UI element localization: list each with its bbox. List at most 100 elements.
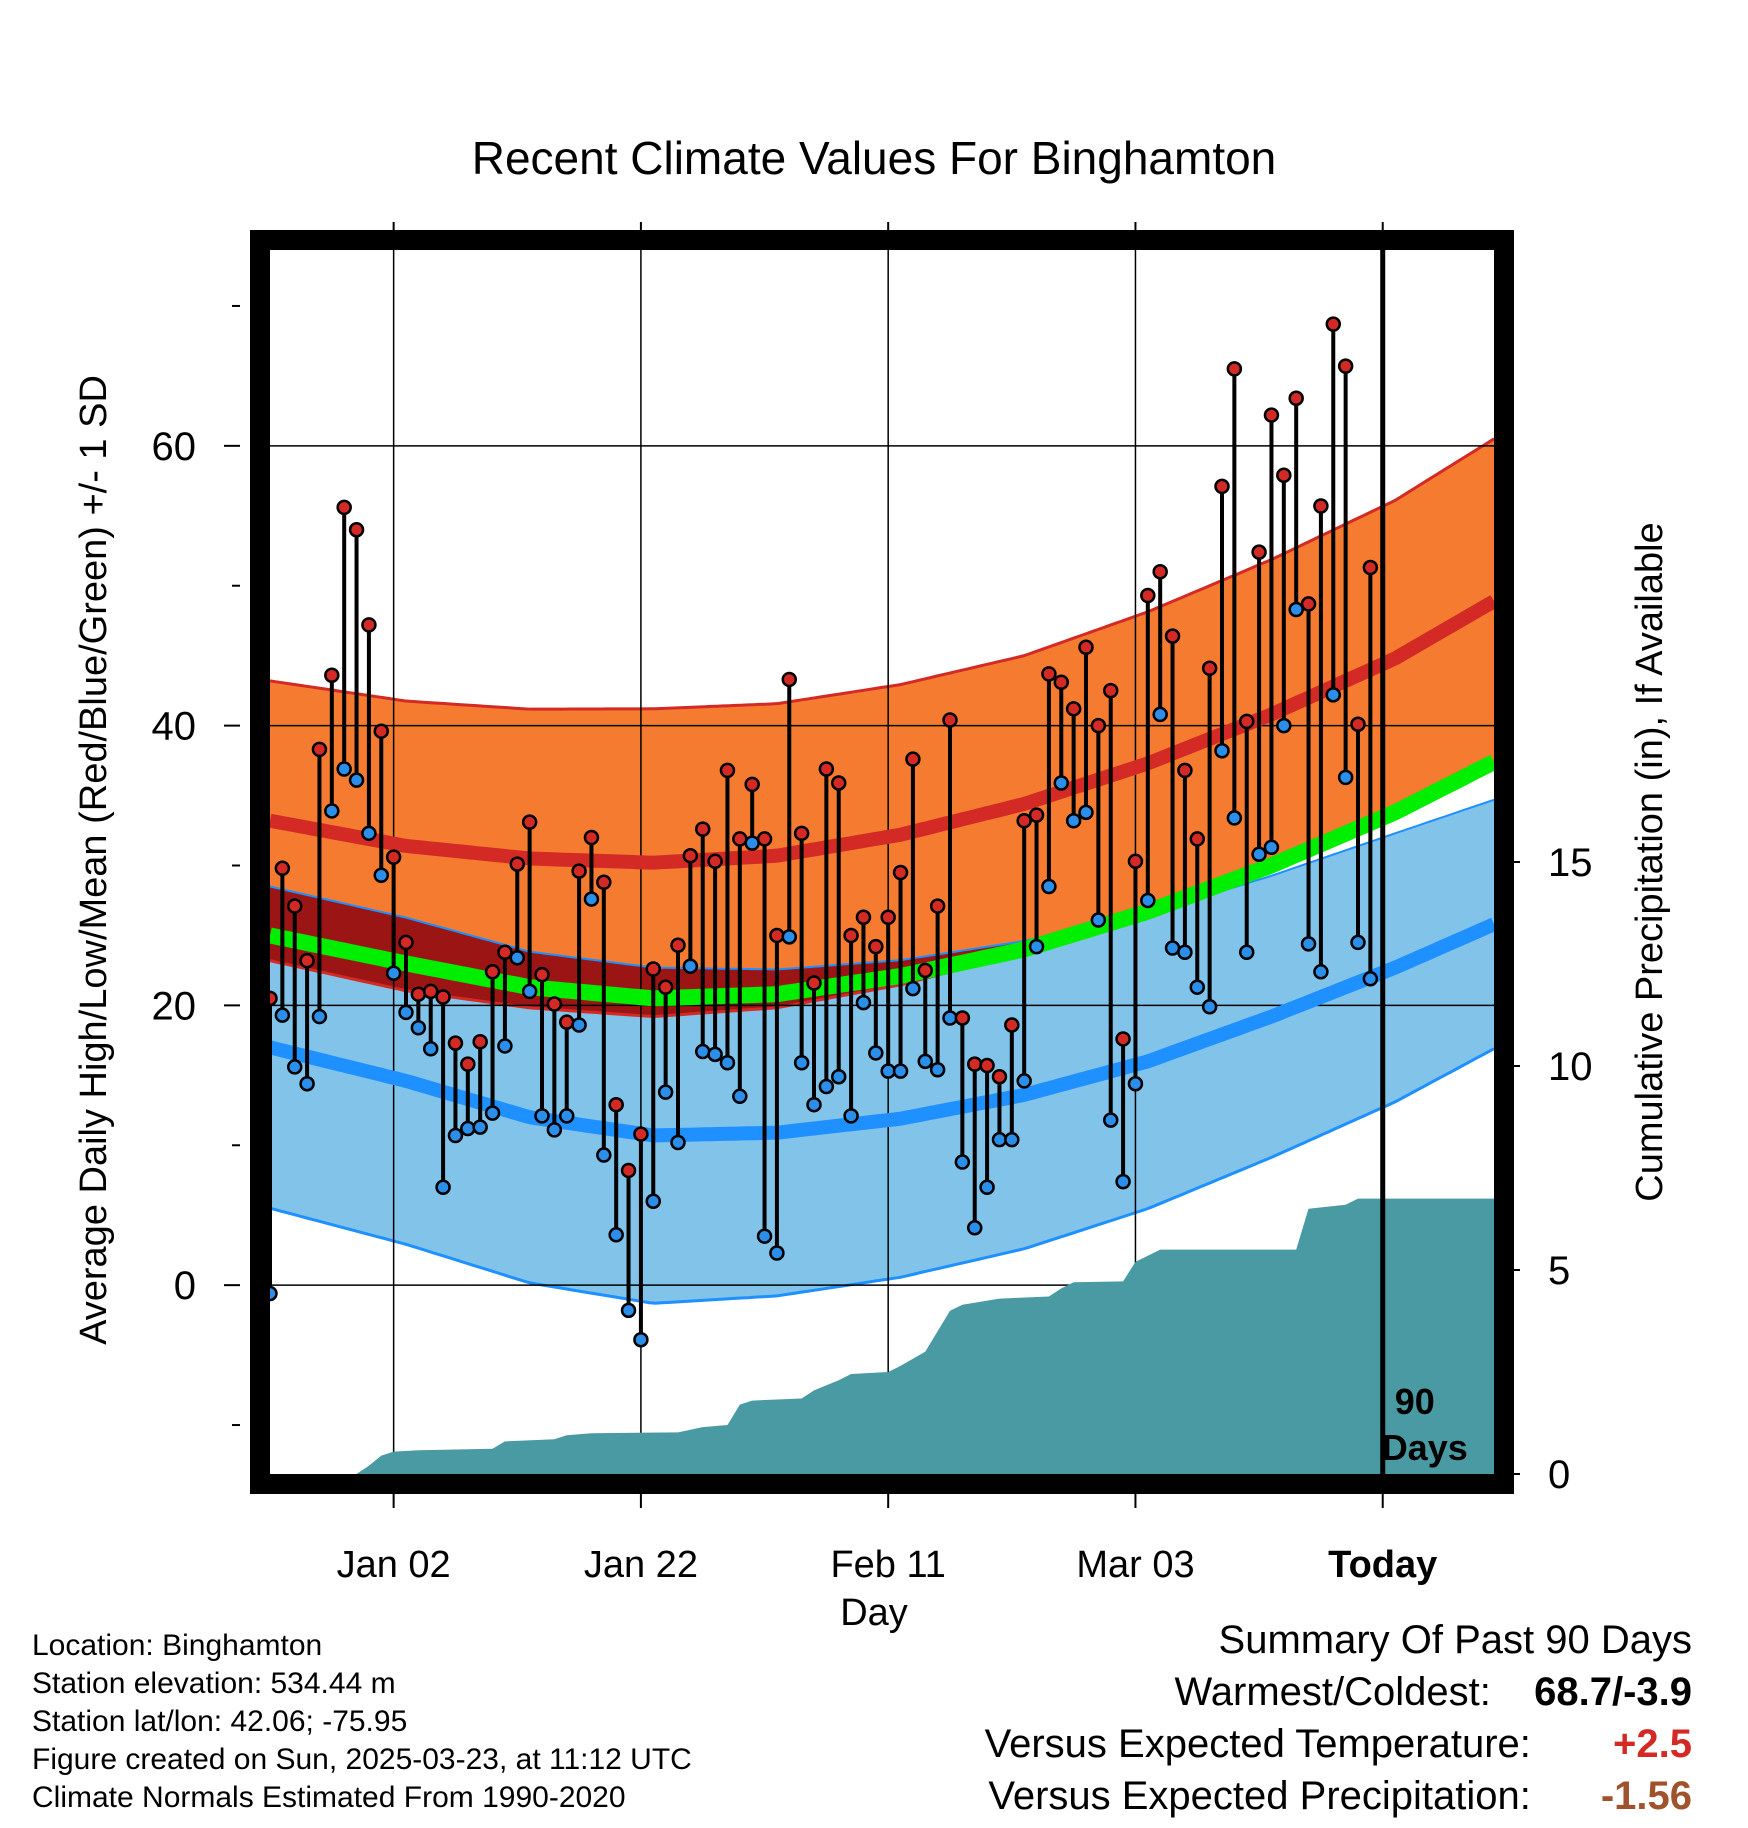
daily-high-point: [1300, 596, 1317, 612]
daily-low-point: [744, 835, 760, 851]
daily-high-point: [398, 934, 414, 951]
y-tick-label: 20: [152, 984, 197, 1028]
daily-low-point: [892, 1063, 909, 1079]
daily-high-point: [670, 937, 686, 953]
daily-high-point: [1238, 713, 1255, 730]
daily-high-point: [435, 989, 451, 1005]
daily-high-point: [324, 667, 340, 684]
daily-high-point: [1102, 682, 1119, 699]
daily-low-point: [1140, 892, 1156, 909]
temp-value: +2.5: [1613, 1722, 1692, 1766]
daily-high-point: [410, 986, 427, 1002]
daily-low-point: [1078, 804, 1094, 821]
daily-low-point: [361, 825, 377, 842]
daily-low-point: [1300, 936, 1317, 952]
summary-precip: Versus Expected Precipitation: -1.56: [985, 1770, 1692, 1822]
daily-high-point: [1016, 812, 1032, 829]
daily-low-point: [657, 1084, 674, 1100]
daily-high-point: [1127, 853, 1144, 870]
daily-low-point: [596, 1147, 612, 1163]
daily-low-point: [385, 965, 402, 981]
daily-high-point: [497, 944, 513, 960]
daily-high-point: [830, 775, 847, 791]
daily-high-point: [348, 522, 365, 538]
daily-low-point: [398, 1004, 414, 1021]
daily-high-point: [1263, 407, 1280, 423]
daily-high-point: [608, 1096, 624, 1113]
daily-low-point: [966, 1220, 983, 1236]
y-tick-label: 60: [152, 425, 197, 469]
daily-high-point: [806, 975, 822, 991]
daily-low-point: [1152, 706, 1168, 723]
y2-tick-label: 0: [1548, 1453, 1570, 1497]
daily-low-point: [1041, 878, 1057, 895]
daily-low-point: [1325, 687, 1342, 703]
daily-high-point: [447, 1035, 464, 1051]
x-tick-label: Today: [1328, 1544, 1437, 1586]
daily-low-point: [1276, 717, 1292, 734]
daily-low-point: [571, 1017, 587, 1033]
daily-low-point: [324, 803, 340, 819]
daily-high-point: [521, 814, 538, 830]
daily-high-point: [707, 853, 723, 870]
daily-high-point: [1288, 390, 1304, 407]
daily-low-point: [1226, 810, 1243, 826]
daily-low-point: [484, 1105, 501, 1121]
y-tick-label: 0: [174, 1264, 196, 1308]
chart-title: Recent Climate Values For Binghamton: [472, 132, 1277, 184]
daily-high-point: [732, 831, 748, 847]
daily-high-point: [422, 983, 439, 1000]
x-tick-label: Jan 02: [337, 1544, 451, 1586]
daily-low-point: [1201, 999, 1218, 1015]
latlon-text: Station lat/lon: 42.06; -75.95: [32, 1705, 408, 1738]
daily-low-point: [905, 980, 921, 997]
daily-low-point: [336, 761, 352, 777]
daily-high-point: [1065, 701, 1082, 717]
normal-high-line: [270, 595, 1494, 870]
created-text: Figure created on Sun, 2025-03-23, at 11…: [32, 1743, 692, 1776]
daily-low-point: [348, 772, 365, 788]
daily-high-point: [1090, 717, 1107, 734]
daily-low-point: [830, 1068, 847, 1085]
daily-low-point: [954, 1154, 971, 1170]
daily-low-point: [719, 1054, 736, 1071]
daily-low-point: [991, 1131, 1008, 1148]
station-info: Location: Binghamton Station elevation: …: [32, 1627, 692, 1817]
daily-low-point: [435, 1179, 451, 1195]
daily-low-point: [410, 1020, 427, 1036]
daily-high-point: [534, 966, 550, 983]
daily-low-point: [1177, 944, 1193, 960]
daily-low-point: [781, 929, 798, 945]
daily-high-point: [1189, 831, 1206, 847]
daily-low-point: [1362, 971, 1379, 987]
daily-high-point: [633, 1126, 649, 1142]
daily-low-point: [1189, 979, 1206, 995]
daily-high-point: [1276, 467, 1292, 483]
overlap-band: [270, 799, 1494, 1017]
daily-high-point: [645, 961, 662, 977]
daily-low-point: [1350, 934, 1366, 951]
normal-mean-line: [270, 754, 1494, 1007]
daily-high-point: [917, 962, 934, 979]
y-axis-label: Average Daily High/Low/Mean (Red/Blue/Gr…: [73, 375, 115, 1345]
daily-low-point: [756, 1228, 773, 1244]
low-sd-upper-edge: [270, 798, 1494, 971]
daily-low-point: [1127, 1075, 1144, 1092]
daily-low-point: [1263, 839, 1280, 856]
daily-low-point: [694, 1043, 711, 1060]
y2-tick-label: 10: [1548, 1045, 1593, 1089]
daily-high-point: [1078, 639, 1094, 656]
daily-low-point: [1288, 601, 1304, 618]
daily-high-point: [1313, 498, 1329, 514]
daily-low-point: [979, 1179, 995, 1195]
daily-low-point: [1004, 1131, 1020, 1148]
daily-low-point: [1251, 846, 1267, 863]
daily-high-point: [311, 741, 328, 758]
summary-heading: Summary Of Past 90 Days: [1218, 1618, 1692, 1662]
summary-warm-cold: Warmest/Coldest: 68.7/-3.9: [985, 1666, 1693, 1718]
daily-low-point: [1090, 912, 1107, 928]
daily-low-point: [793, 1054, 810, 1071]
warm-cold-label: Warmest/Coldest:: [1174, 1670, 1491, 1714]
daily-low-point: [286, 1059, 303, 1075]
